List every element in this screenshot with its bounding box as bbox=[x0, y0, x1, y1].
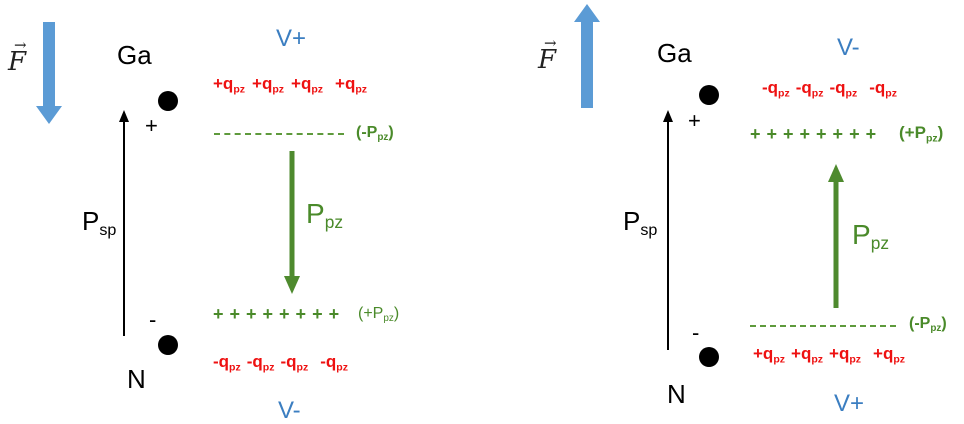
right-top-charge: -qpz bbox=[829, 78, 858, 100]
right-minus-sign: - bbox=[692, 320, 700, 345]
left-arrows bbox=[36, 22, 300, 355]
left-force-arrow bbox=[36, 22, 62, 124]
left-top-atom: Ga bbox=[117, 40, 152, 70]
left-bottom-charge: -qpz bbox=[246, 352, 275, 374]
right-top-layer-label: (+Ppz) bbox=[899, 123, 944, 145]
right-panel: → F Ga N V- V+ + - Psp -qpz -qpz -qpz -qpz … bbox=[482, 0, 964, 422]
right-top-charge: -qpz bbox=[762, 78, 790, 100]
right-top-plus-layer: ++++++++ bbox=[750, 124, 883, 144]
right-plus-sign: + bbox=[688, 108, 701, 133]
right-bottom-charges: +qpz +qpz +qpz +qpz bbox=[753, 345, 905, 365]
right-bottom-charge: +qpz bbox=[753, 344, 786, 366]
left-ga-dot bbox=[158, 91, 178, 111]
right-ppz-label: Ppz bbox=[852, 219, 890, 254]
right-bottom-voltage: V+ bbox=[834, 390, 865, 417]
right-n-dot bbox=[699, 347, 719, 367]
right-bottom-atom: N bbox=[667, 379, 686, 409]
right-top-voltage: V- bbox=[837, 34, 860, 61]
left-top-voltage: V+ bbox=[276, 25, 307, 52]
right-top-charge: -qpz bbox=[869, 78, 897, 100]
left-top-charge: +qpz bbox=[335, 74, 368, 96]
right-ppz-arrow-head bbox=[828, 164, 844, 182]
left-bottom-voltage: V- bbox=[278, 397, 301, 424]
right-arrows bbox=[574, 4, 844, 367]
left-top-layer-label: (-Ppz) bbox=[356, 124, 394, 144]
left-top-charge: +qpz bbox=[213, 74, 246, 96]
right-force-letter: F bbox=[538, 45, 557, 75]
left-top-charge: +qpz bbox=[252, 74, 285, 96]
right-top-charge: -qpz bbox=[795, 78, 824, 100]
right-top-charges: -qpz -qpz -qpz -qpz bbox=[762, 79, 897, 99]
right-force-arrow bbox=[574, 4, 600, 108]
right-bottom-dash-layer bbox=[750, 325, 896, 327]
left-panel: → F Ga N V+ V- + - Psp +qpz +qpz +qpz +qpz … bbox=[0, 0, 482, 424]
right-top-atom: Ga bbox=[657, 38, 692, 68]
left-top-dash-layer bbox=[214, 133, 344, 135]
right-bottom-charge: +qpz bbox=[829, 344, 862, 366]
right-psp-label: Psp bbox=[623, 206, 658, 239]
left-plus-sign: + bbox=[145, 113, 158, 138]
left-force-vector-mark: → bbox=[14, 36, 27, 54]
left-force-letter: F bbox=[8, 47, 27, 77]
right-psp-arrow-head bbox=[663, 110, 673, 122]
left-ppz-arrow-head bbox=[284, 276, 300, 294]
left-psp-label: Psp bbox=[82, 206, 117, 239]
left-top-charges: +qpz +qpz +qpz +qpz bbox=[213, 75, 367, 95]
right-force-symbol: → F bbox=[538, 36, 557, 75]
left-top-charge: +qpz bbox=[291, 74, 324, 96]
left-psp-arrow-head bbox=[119, 110, 129, 122]
left-force-symbol: → F bbox=[8, 38, 27, 77]
left-bottom-layer-label: (+Ppz) bbox=[358, 305, 400, 325]
left-minus-sign: - bbox=[149, 307, 157, 332]
left-n-dot bbox=[158, 335, 178, 355]
right-ga-dot bbox=[699, 85, 719, 105]
left-bottom-charge: -qpz bbox=[213, 352, 241, 374]
right-bottom-charge: +qpz bbox=[873, 344, 906, 366]
left-bottom-charge: -qpz bbox=[320, 352, 348, 374]
left-bottom-charge: -qpz bbox=[280, 352, 309, 374]
left-ppz-label: Ppz bbox=[306, 198, 344, 233]
right-bottom-layer-label: (-Ppz) bbox=[909, 315, 947, 335]
left-bottom-atom: N bbox=[127, 364, 146, 394]
right-bottom-charge: +qpz bbox=[791, 344, 824, 366]
left-bottom-plus-layer: ++++++++ bbox=[213, 304, 346, 324]
right-force-vector-mark: → bbox=[544, 34, 557, 52]
left-bottom-charges: -qpz -qpz -qpz -qpz bbox=[213, 353, 348, 373]
